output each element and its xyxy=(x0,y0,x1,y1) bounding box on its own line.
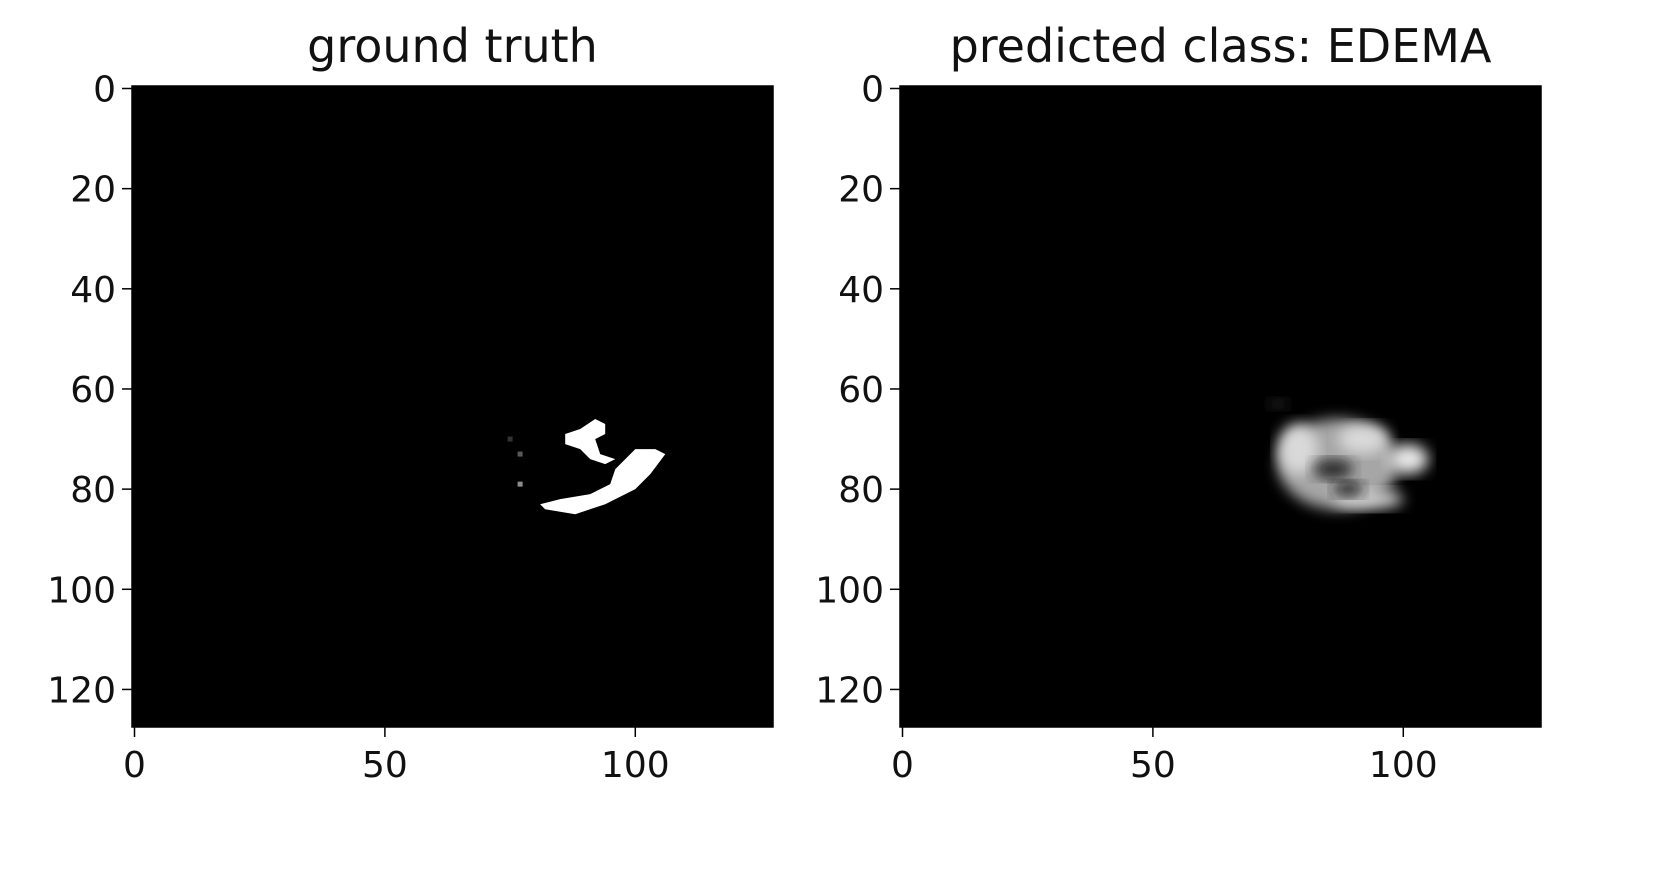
predicted-class-region-5 xyxy=(1313,459,1354,480)
predicted-class-axes-frame xyxy=(899,85,1542,728)
ground-truth-title: ground truth xyxy=(307,19,598,73)
predicted-class-region-7 xyxy=(1268,398,1289,410)
predicted-class-xtick-label-0: 0 xyxy=(891,745,914,786)
ground-truth-ytick-label-2: 40 xyxy=(70,270,116,311)
ground-truth-region-0 xyxy=(540,449,666,515)
predicted-class-ytick-label-2: 40 xyxy=(838,270,884,311)
ground-truth-panel: ground truth 0 50 100 0 20 40 60 80 100 120 xyxy=(47,19,774,786)
ground-truth-axes-frame xyxy=(131,85,774,728)
ground-truth-ytick-label-3: 60 xyxy=(70,370,116,411)
predicted-class-image-background xyxy=(900,86,1541,727)
ground-truth-ytick-label-0: 0 xyxy=(93,70,116,111)
predicted-class-xtick-label-1: 50 xyxy=(1130,745,1176,786)
ground-truth-pixel-2 xyxy=(517,481,523,487)
predicted-class-region-1 xyxy=(1278,424,1319,475)
predicted-class-ytick-label-1: 20 xyxy=(838,170,884,211)
predicted-class-region-2 xyxy=(1338,424,1389,455)
predicted-class-ytick-label-6: 120 xyxy=(815,670,884,711)
predicted-class-xtick-label-2: 100 xyxy=(1369,745,1438,786)
ground-truth-ytick-label-4: 80 xyxy=(70,470,116,511)
ground-truth-xtick-label-0: 0 xyxy=(123,745,146,786)
predicted-class-region-3 xyxy=(1388,444,1429,475)
ground-truth-pixel-4 xyxy=(507,436,513,442)
ground-truth-image-background xyxy=(132,86,773,727)
ground-truth-ytick-label-5: 100 xyxy=(47,570,116,611)
predicted-class-panel: predicted class: EDEMA 0 50 100 0 20 40 60 80 100… xyxy=(815,19,1542,786)
predicted-class-region-6 xyxy=(1333,481,1364,497)
ground-truth-ytick-label-6: 120 xyxy=(47,670,116,711)
ground-truth-xtick-label-2: 100 xyxy=(601,745,670,786)
ground-truth-ytick-label-1: 20 xyxy=(70,170,116,211)
predicted-class-ytick-label-3: 60 xyxy=(838,370,884,411)
ground-truth-xtick-label-1: 50 xyxy=(362,745,408,786)
predicted-class-ytick-label-4: 80 xyxy=(838,470,884,511)
predicted-class-ytick-label-0: 0 xyxy=(861,70,884,111)
predicted-class-ytick-label-5: 100 xyxy=(815,570,884,611)
predicted-class-title: predicted class: EDEMA xyxy=(950,19,1492,73)
ground-truth-pixel-3 xyxy=(517,451,523,457)
ground-truth-region-1 xyxy=(565,419,616,465)
